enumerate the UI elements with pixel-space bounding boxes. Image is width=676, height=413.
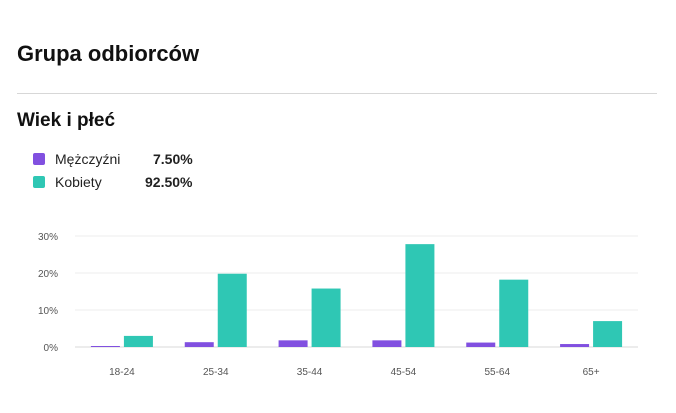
legend-item-women[interactable]: Kobiety 92.50%: [33, 171, 193, 193]
legend-swatch-men: [33, 153, 45, 165]
bar-women: [405, 244, 435, 347]
bar-men: [466, 342, 496, 347]
bar-men: [90, 346, 120, 347]
legend-label-men: Mężczyźni: [55, 151, 121, 167]
chart-title: Wiek i płeć: [17, 110, 116, 131]
legend-item-men[interactable]: Mężczyźni 7.50%: [33, 148, 193, 170]
section-divider: [17, 93, 657, 94]
x-tick-label: 45-54: [391, 367, 417, 378]
legend-label-women: Kobiety: [55, 174, 102, 190]
x-tick-label: 25-34: [203, 367, 229, 378]
bar-men: [560, 344, 590, 347]
chart-legend: Mężczyźni 7.50% Kobiety 92.50%: [33, 148, 193, 194]
age-gender-bar-chart: 0% 10% 20% 30% 18-24 25-34 35-44 45-54 55-64 65+: [38, 232, 638, 378]
bar-men: [278, 340, 308, 347]
legend-value-women: 92.50%: [145, 174, 193, 190]
x-tick-label: 35-44: [297, 367, 323, 378]
y-tick-label: 20%: [38, 269, 58, 280]
bar-women: [123, 335, 153, 347]
bar-women: [311, 288, 341, 347]
bar-men: [184, 342, 214, 347]
legend-value-men: 7.50%: [153, 151, 193, 167]
bar-women: [217, 273, 247, 347]
y-tick-label: 30%: [38, 232, 58, 243]
bar-men: [372, 340, 402, 347]
bar-women: [499, 279, 529, 347]
y-tick-label: 10%: [38, 306, 58, 317]
x-tick-label: 55-64: [484, 367, 510, 378]
bar-women: [593, 321, 623, 347]
legend-swatch-women: [33, 176, 45, 188]
x-tick-label: 65+: [583, 367, 600, 378]
y-tick-label: 0%: [44, 343, 59, 354]
x-tick-label: 18-24: [109, 367, 135, 378]
section-title: Grupa odbiorców: [17, 41, 200, 66]
